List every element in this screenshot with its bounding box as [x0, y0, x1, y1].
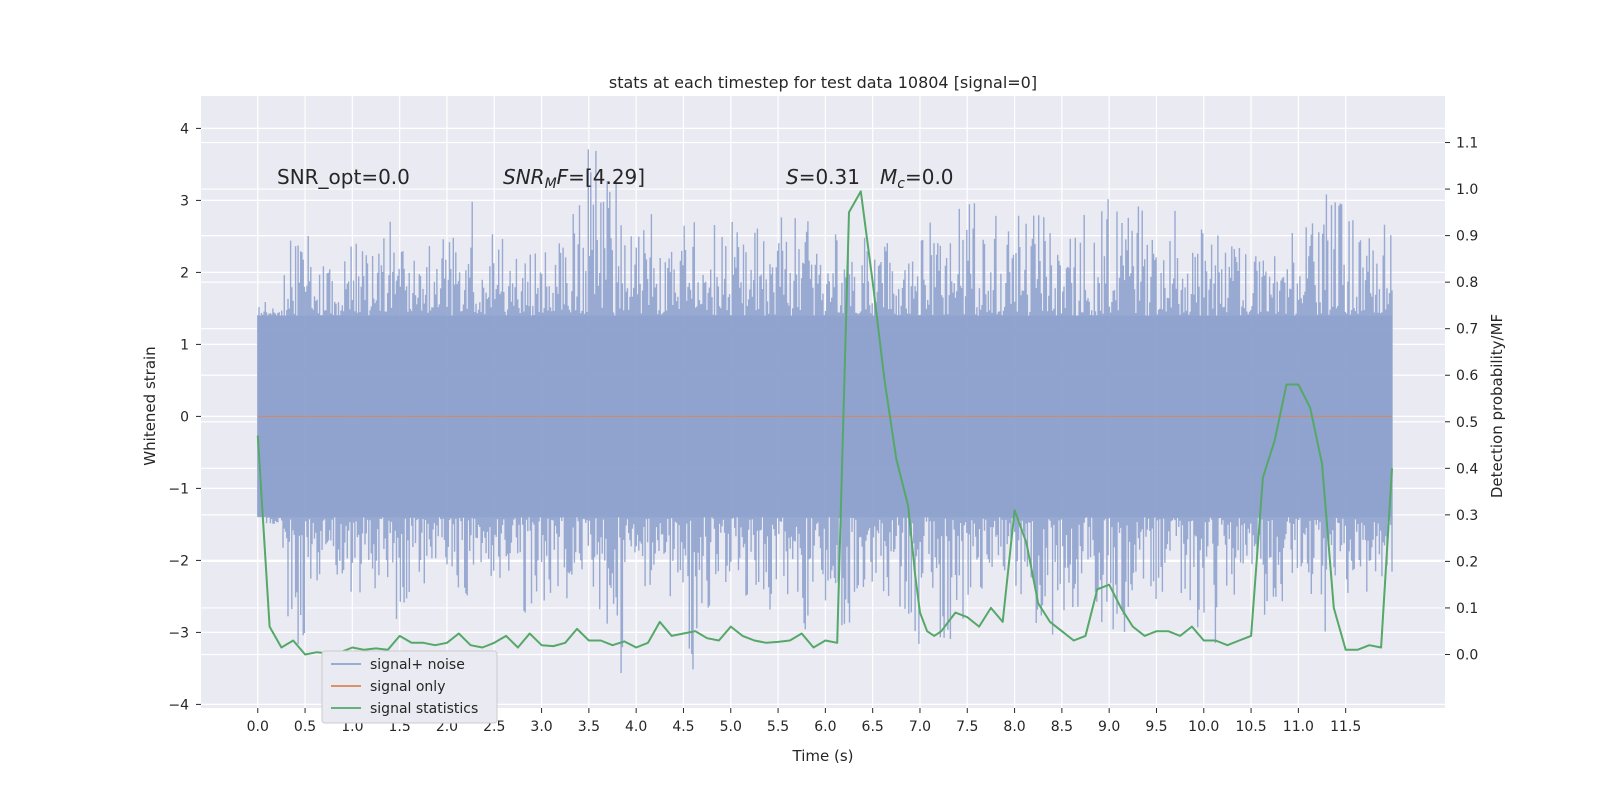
x-axis-label: Time (s) [792, 747, 854, 765]
y-tick-label: −2 [168, 553, 189, 569]
y-tick-label: 2 [180, 265, 189, 281]
signal-statistics-line [256, 190, 1393, 656]
x-tick-label: 0.5 [294, 719, 316, 735]
y2-tick-label: 1.1 [1456, 136, 1478, 152]
chart-title: stats at each timestep for test data 108… [609, 73, 1037, 92]
y-tick-label: 3 [180, 193, 189, 209]
legend-box [321, 650, 498, 724]
legend-label-signal: signal only [370, 679, 445, 695]
x-tick-label: 7.5 [956, 719, 978, 735]
x-tick-label: 3.0 [530, 719, 552, 735]
y2-tick-label: 0.5 [1456, 415, 1478, 431]
snr-mf-base: SNR [503, 165, 545, 189]
y2-tick-label: 1.0 [1456, 182, 1478, 198]
y-axis-label: Whitened strain [141, 346, 159, 465]
y2-tick-label: 0.9 [1456, 229, 1478, 245]
x-tick-label: 10.5 [1235, 719, 1266, 735]
annotation-s: S=0.31 [786, 165, 860, 189]
snr-mf-value: =[4.29] [568, 165, 645, 189]
y2-tick-label: 0.6 [1456, 368, 1478, 384]
y2-tick-label: 0.3 [1456, 508, 1478, 524]
x-tick-label: 6.0 [814, 719, 836, 735]
annotation-snr-mf: SNRMF=[4.29] [503, 165, 645, 192]
y2-tick-label: 0.8 [1456, 275, 1478, 291]
x-tick-label: 11.0 [1283, 719, 1314, 735]
mc-sub: c [897, 176, 905, 192]
x-tick-label: 7.0 [909, 719, 931, 735]
x-tick-label: 6.5 [862, 719, 884, 735]
x-tick-label: 4.0 [625, 719, 647, 735]
s-value: =0.31 [799, 165, 860, 189]
y-tick-label: 4 [180, 121, 189, 137]
x-tick-label: 10.0 [1188, 719, 1219, 735]
y-tick-label: −1 [168, 481, 189, 497]
x-tick-label: 9.5 [1145, 719, 1167, 735]
s-symbol: S [786, 165, 799, 189]
legend: signal+ noise signal only signal statist… [321, 650, 498, 724]
y2-tick-label: 0.4 [1456, 461, 1478, 477]
annotation-mc: Mc=0.0 [880, 165, 954, 192]
x-tick-label: 8.5 [1051, 719, 1073, 735]
snr-mf-sub: M [545, 176, 557, 192]
x-tick-label: 3.5 [578, 719, 600, 735]
y2-tick-label: 0.2 [1456, 554, 1478, 570]
y-tick-label: −4 [168, 697, 189, 713]
legend-label-noise: signal+ noise [370, 657, 465, 673]
y2-axis-label: Detection probability/MF [1488, 314, 1506, 498]
y-tick-label: 0 [180, 409, 189, 425]
y2-tick-label: 0.0 [1456, 647, 1478, 663]
x-tick-label: 0.0 [247, 719, 269, 735]
y2-tick-label: 0.7 [1456, 322, 1478, 338]
mc-value: =0.0 [905, 165, 954, 189]
stats-layer [256, 190, 1393, 656]
snr-mf-f: F [557, 165, 569, 189]
x-tick-label: 11.5 [1330, 719, 1361, 735]
y-tick-label: 1 [180, 337, 189, 353]
legend-label-stats: signal statistics [370, 701, 478, 717]
x-tick-label: 8.0 [1003, 719, 1025, 735]
axis-layer: 0.0 0.5 1.0 1.5 2.0 2.5 3.0 3.5 4.0 4.5 5.0 5.5 6.0 6… [168, 121, 1478, 735]
x-tick-label: 5.0 [720, 719, 742, 735]
y-tick-label: −3 [168, 625, 189, 641]
annotation-layer: SNR_opt=0.0 SNRMF=[4.29] S=0.31 Mc=0.0 [277, 165, 954, 192]
x-tick-label: 5.5 [767, 719, 789, 735]
y2-tick-label: 0.1 [1456, 601, 1478, 617]
annotation-snr-opt: SNR_opt=0.0 [277, 165, 410, 189]
mc-symbol: M [880, 165, 897, 189]
x-tick-label: 4.5 [672, 719, 694, 735]
x-tick-label: 9.0 [1098, 719, 1120, 735]
